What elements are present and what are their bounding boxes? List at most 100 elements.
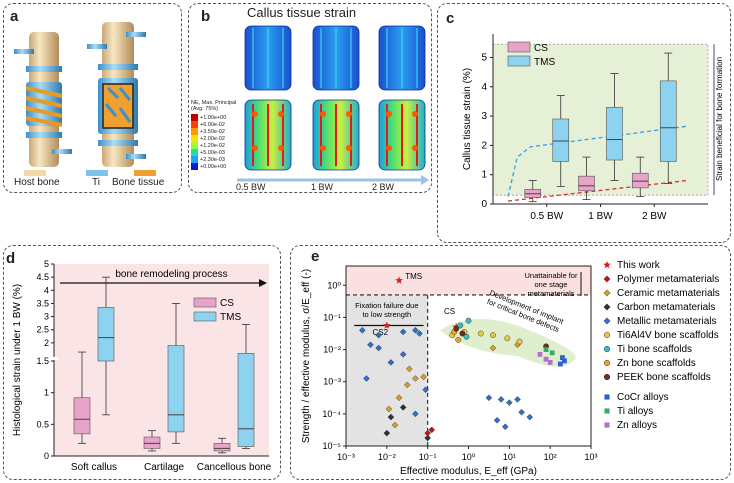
legend-marker-ceramic-metamaterials — [603, 289, 611, 297]
point-metallic-metamaterials — [399, 351, 407, 358]
legend-marker-zn-bone-scaffolds — [603, 359, 611, 367]
legend-marker-peek-bone-scaffolds — [603, 373, 611, 381]
point-metallic-metamaterials — [375, 344, 382, 352]
implant-illustration — [14, 22, 146, 167]
y-tick-label: 3.5 — [36, 298, 49, 308]
annotation-unattainable: one stage — [535, 280, 568, 289]
annotation-fixation: to low strength — [362, 310, 411, 319]
point-metallic-metamaterials — [493, 417, 501, 424]
point-metallic-metamaterials — [359, 327, 366, 334]
colorbar-title: NE, Max. Principal (Avg: 75%) — [191, 100, 236, 112]
legend-ti: Ti — [86, 170, 108, 188]
fem-hotspot — [346, 111, 352, 117]
point-ti-bone-scaffolds — [465, 317, 472, 324]
legend-label-ti-bone-scaffolds: Ti bone scaffolds — [617, 344, 692, 355]
legend-bone-tissue: Bone tissue — [112, 170, 164, 188]
colorbar-step: +3.50e-02 — [191, 128, 226, 135]
point-metallic-metamaterials — [501, 423, 509, 430]
fem-hotspot — [386, 111, 392, 117]
point-ceramic-metamaterials — [406, 365, 413, 373]
colorbar-step: +1.20e-02 — [191, 142, 226, 149]
colorbar-title-line1: NE, Max. Principal — [191, 100, 237, 106]
annotation-cs: CS — [444, 307, 455, 316]
x-tick-label: 10⁰ — [462, 452, 476, 462]
fem-hotspot — [320, 145, 326, 151]
point-metallic-metamaterials — [412, 327, 419, 334]
y-tick-label: 4.5 — [36, 272, 49, 282]
y-tick-label: 10⁰ — [327, 280, 341, 290]
panel-b: b Callus tissue strain NE, Max. Principa… — [188, 3, 432, 193]
point-ceramic-metamaterials — [420, 373, 427, 381]
panel-d: d 0 0.5 1 1.5 2 2.5 3 3.5 4 4.5 5 Soft callus Cartil… — [3, 245, 281, 480]
legend-marker-polymer-metamaterials — [603, 275, 611, 283]
ti-swatch — [86, 170, 108, 176]
fem-hotspot — [278, 111, 284, 117]
point-metallic-metamaterials — [506, 399, 513, 406]
box-cs-2 — [213, 443, 231, 452]
remodeling-label: bone remodeling process — [115, 269, 227, 280]
box-tms-0 — [97, 307, 115, 362]
legend-marker-metallic-metamaterials — [603, 317, 611, 325]
x-tick-label: Soft callus — [71, 462, 117, 473]
point-peek-bone-scaffolds — [453, 325, 460, 332]
panel-e: e 10⁻³ 10⁻² 10⁻¹ 10⁰ 10¹ 10² 10³ 10⁻⁵ 10⁻⁴ 10⁻³ 10… — [290, 245, 731, 480]
fem-hotspot — [412, 111, 418, 117]
legend-label-zn-bone-scaffolds: Zn bone scaffolds — [617, 358, 696, 369]
point-carbon-metamaterials — [424, 434, 431, 442]
point-carbon-metamaterials — [399, 404, 407, 411]
x-tick-label: 10⁻² — [378, 452, 396, 462]
legend-label-zn-alloys: Zn alloys — [617, 420, 657, 431]
point-ti-bone-scaffolds — [457, 322, 464, 329]
y-tick-label: 3 — [481, 111, 487, 122]
x-tick-label: 10⁻¹ — [419, 452, 437, 462]
band-label: Strain beneficial for bone formation — [715, 57, 724, 181]
annotation-unattainable: metamaterials — [527, 289, 574, 298]
box-tms-2 — [237, 353, 255, 447]
point-this-work — [395, 276, 403, 284]
x-tick-label: Cartilage — [144, 462, 184, 473]
point-metallic-metamaterials — [416, 330, 423, 337]
host-bone-label: Host bone — [14, 177, 60, 188]
fem-hotspot — [252, 145, 258, 151]
colorbar-step: +1.00e+00 — [191, 114, 226, 121]
y-tick-label: 0 — [44, 451, 49, 461]
y-tick-label: 5 — [44, 259, 49, 269]
colorbar-tick-label: +1.20e-02 — [200, 142, 225, 149]
x-tick-label: 1 BW — [588, 211, 613, 222]
panel-d-label: d — [6, 250, 16, 267]
fem-hotspot — [386, 145, 392, 151]
legend-label-tms: TMS — [220, 312, 241, 323]
implant-right — [87, 22, 146, 167]
y-tick-label: 2 — [44, 338, 49, 348]
colorbar-swatch — [191, 135, 198, 142]
legend-label-this-work: This work — [617, 260, 661, 271]
box-tms-2 — [659, 80, 677, 162]
load-label-1: 1 BW — [311, 182, 334, 192]
legend-label-ceramic-metamaterials: Ceramic metamaterials — [617, 288, 720, 299]
legend-label-metallic-metamaterials: Metallic metamaterials — [617, 316, 716, 327]
fem-hotspot — [252, 111, 258, 117]
chart-c: 0 1 2 3 4 5 0.5 BW 1 BW 2 BW Callus tissue strain… — [462, 34, 724, 222]
legend-label-tms: TMS — [534, 57, 555, 68]
axis-break — [50, 357, 58, 360]
implant-left — [14, 32, 72, 167]
legend-label-peek-bone-scaffolds: PEEK bone scaffolds — [617, 372, 711, 383]
x-tick-label: 10⁻³ — [337, 452, 355, 462]
box-tms-0 — [552, 118, 570, 162]
point-zn-bone-scaffolds — [455, 337, 462, 343]
legend-marker-carbon-metamaterials — [603, 303, 611, 311]
point-metallic-metamaterials — [367, 341, 374, 349]
colorbar-swatch — [191, 156, 198, 163]
point-metallic-metamaterials — [514, 396, 521, 403]
point-metallic-metamaterials — [497, 396, 505, 403]
colorbar-tick-label: +0.00e+00 — [200, 163, 227, 170]
y-tick-label: 1.5 — [36, 356, 49, 366]
colorbar-step: +2.30e-03 — [191, 156, 226, 163]
y-tick-label: 1 — [44, 388, 49, 398]
y-tick-label: 4 — [481, 82, 487, 93]
point-metallic-metamaterials — [518, 408, 525, 416]
fem-hotspot — [412, 145, 418, 151]
y-tick-label: 2.5 — [36, 325, 49, 335]
point-carbon-metamaterials — [383, 429, 391, 437]
bone-tissue-swatch — [134, 170, 156, 176]
